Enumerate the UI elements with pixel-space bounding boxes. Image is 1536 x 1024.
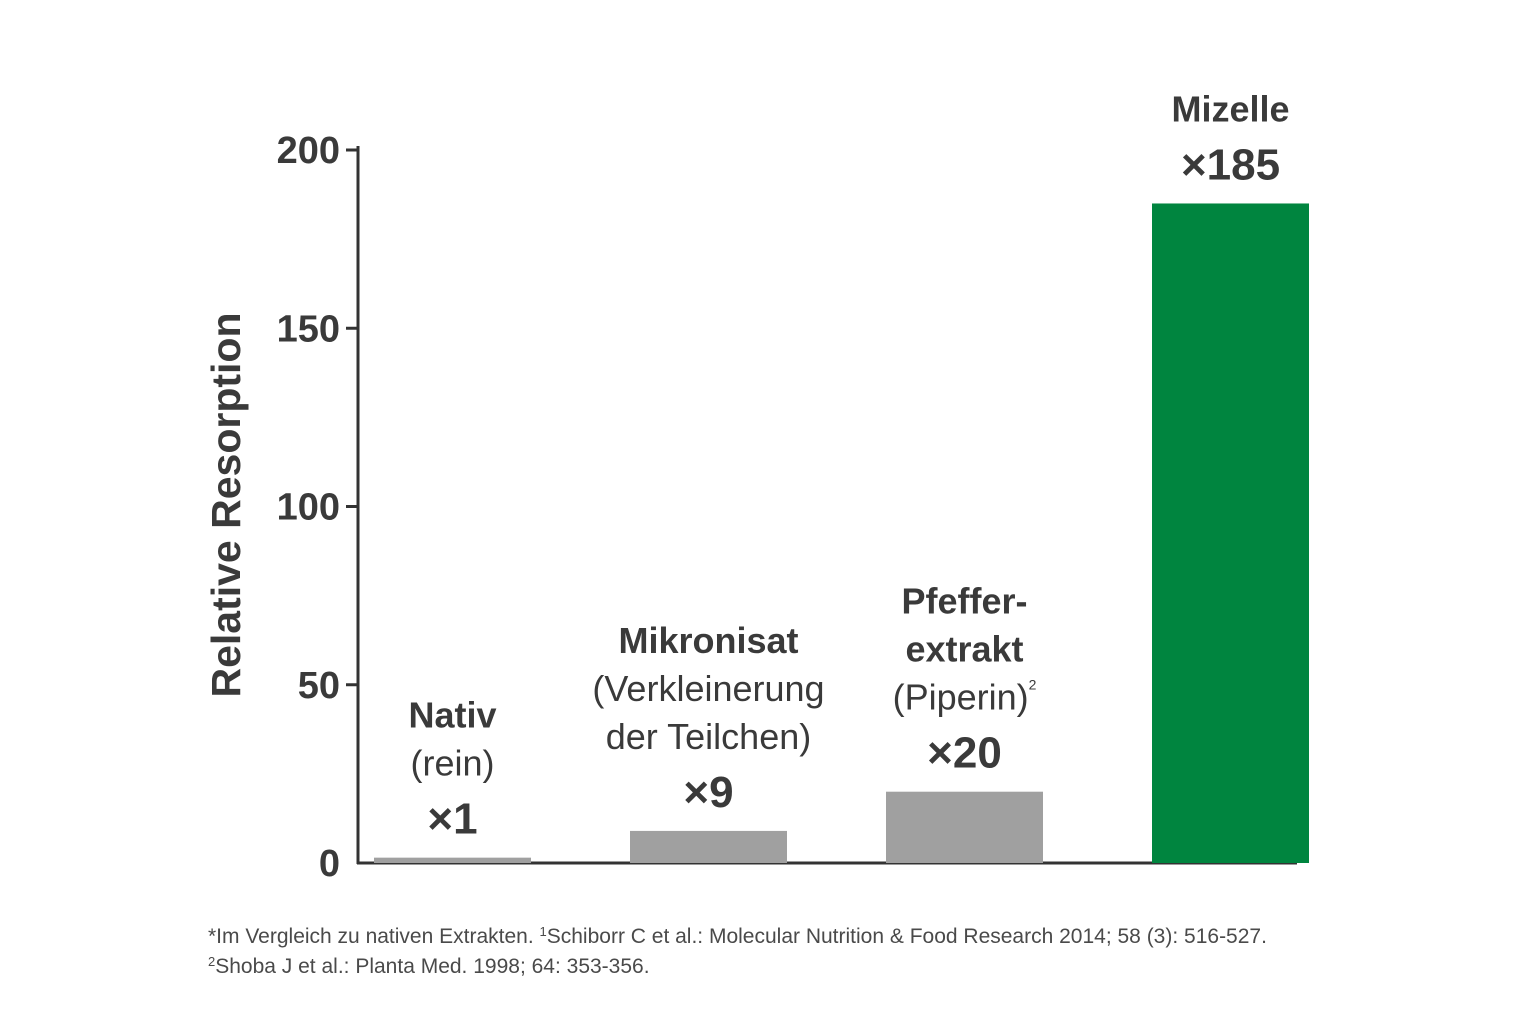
bar-mizelle bbox=[1152, 203, 1309, 864]
category-label: extrakt bbox=[905, 629, 1023, 670]
footnote-ref-2: 2 bbox=[208, 954, 216, 969]
footnote-ref-1: 1 bbox=[539, 924, 547, 939]
bar-value-label: ×185 bbox=[1181, 140, 1280, 189]
bars-group bbox=[374, 203, 1309, 864]
category-sublabel: der Teilchen) bbox=[606, 716, 811, 757]
category-label: Mizelle bbox=[1171, 88, 1289, 129]
category-label: Mikronisat bbox=[618, 620, 798, 661]
y-tick-label: 150 bbox=[277, 308, 340, 350]
y-tick-label: 50 bbox=[298, 665, 340, 707]
bar-value-label: ×1 bbox=[427, 795, 477, 844]
category-label: Nativ bbox=[408, 695, 496, 736]
category-superscript: 2 bbox=[1029, 677, 1037, 693]
footnote-text-2: Schiborr C et al.: Molecular Nutrition &… bbox=[546, 925, 1267, 948]
category-sublabel: (rein) bbox=[410, 743, 494, 784]
category-sublabel: (Piperin)2 bbox=[893, 677, 1037, 718]
bar-mikronisat bbox=[630, 830, 787, 863]
y-tick-label: 0 bbox=[319, 843, 340, 885]
y-tick-label: 200 bbox=[277, 130, 340, 172]
y-tick-label: 100 bbox=[277, 487, 340, 529]
bar-nativ bbox=[374, 857, 531, 863]
bar-pfeffer bbox=[886, 791, 1043, 863]
footnote-text-1: *Im Vergleich zu nativen Extrakten. bbox=[208, 925, 540, 948]
bar-value-label: ×9 bbox=[683, 768, 733, 817]
bar-value-label: ×20 bbox=[927, 729, 1002, 778]
category-label: Pfeffer- bbox=[901, 581, 1027, 622]
y-axis-title: Relative Resorption bbox=[203, 312, 249, 697]
y-axis-ticks: 0 50 100 150 200 bbox=[277, 130, 358, 885]
category-sublabel: (Verkleinerung bbox=[592, 668, 824, 709]
footnote: *Im Vergleich zu nativen Extrakten. 1Sch… bbox=[208, 922, 1308, 982]
category-labels-group: ×1 (rein) Nativ ×9 der Teilchen) (Verkleineru… bbox=[408, 88, 1289, 843]
footnote-text-3: Shoba J et al.: Planta Med. 1998; 64: 35… bbox=[215, 955, 650, 978]
